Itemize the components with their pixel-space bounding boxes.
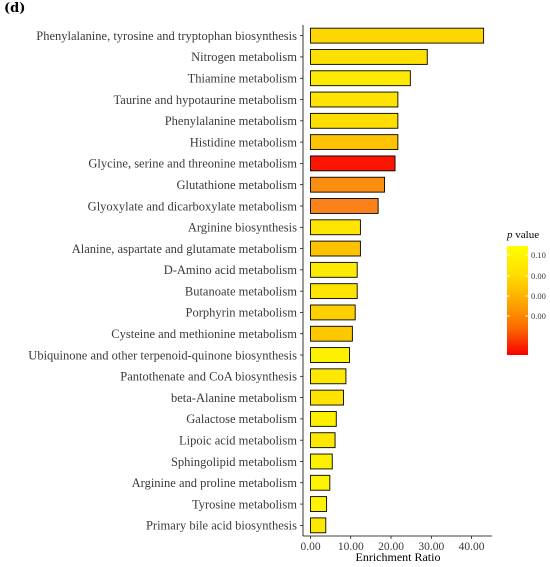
category-label: Thiamine metabolism (188, 72, 298, 86)
x-tick-label: 20.00 (378, 541, 404, 553)
bar-20 (310, 453, 333, 470)
bar-10 (310, 240, 361, 257)
bar-19 (310, 432, 336, 449)
bar-6 (310, 155, 396, 172)
category-label: Glutathione metabolism (177, 178, 298, 192)
bar-23 (310, 517, 327, 534)
category-label: Porphyrin metabolism (186, 306, 298, 320)
category-label: Arginine biosynthesis (188, 221, 297, 235)
category-label: Tyrosine metabolism (192, 497, 297, 511)
bar-12 (310, 283, 358, 300)
category-label: Sphingolipid metabolism (171, 455, 297, 469)
bar-5 (310, 134, 399, 150)
category-label: Histidine metabolism (190, 135, 298, 149)
category-label: Arginine and proline metabolism (132, 476, 298, 490)
x-ticks-group: 0.00 10.00 20.00 30.00 40.00 (300, 536, 485, 553)
category-label: Alanine, aspartate and glutamate metabol… (72, 242, 298, 256)
bar-21 (310, 474, 331, 491)
category-label: Taurine and hypotaurine metabolism (114, 93, 298, 107)
legend-ticks-group: 0.10 0.00 0.00 0.00 (507, 250, 546, 321)
category-label: Butanoate metabolism (185, 284, 297, 298)
legend-tick-label: 0.00 (531, 291, 546, 301)
x-axis-title: Enrichment Ratio (356, 550, 441, 564)
legend-colorbar (507, 246, 528, 355)
legend-tick-label: 0.00 (531, 271, 546, 281)
category-label: Glyoxylate and dicarboxylate metabolism (88, 199, 298, 213)
category-label: Lipoic acid metabolism (179, 433, 297, 447)
category-label: Cysteine and methionine metabolism (111, 327, 297, 341)
panel-label: (d) (4, 1, 26, 16)
category-label: Phenylalanine metabolism (165, 114, 298, 128)
category-label: Glycine, serine and threonine metabolism (88, 157, 297, 171)
bar-22 (310, 496, 328, 512)
legend-title: p value (506, 229, 539, 241)
legend-title-rest: value (513, 229, 540, 241)
category-label: Ubiquinone and other terpenoid-quinone b… (28, 348, 297, 362)
bar-13 (310, 304, 356, 321)
x-tick-label: 0.00 (300, 541, 320, 553)
bar-3 (310, 91, 399, 108)
bar-11 (310, 261, 358, 278)
category-label: D-Amino acid metabolism (164, 263, 298, 277)
x-tick-label: 30.00 (418, 541, 444, 553)
bar-16 (310, 368, 347, 385)
category-label: Primary bile acid biosynthesis (146, 519, 297, 533)
bar-18 (310, 410, 337, 427)
bar-15 (310, 347, 350, 363)
bar-14 (310, 325, 353, 342)
bar-4 (310, 112, 399, 129)
category-label: Galactose metabolism (186, 412, 297, 426)
bar-8 (310, 198, 379, 214)
legend: p value 0.10 0.00 0.00 0.00 (506, 229, 546, 355)
x-tick-label: 10.00 (338, 541, 364, 553)
bar-17 (310, 389, 344, 406)
category-label: beta-Alanine metabolism (171, 391, 297, 405)
x-tick-label: 40.00 (459, 541, 485, 553)
legend-tick-label: 0.10 (531, 250, 546, 260)
category-label: Nitrogen metabolism (191, 50, 297, 64)
bars-group (310, 27, 485, 534)
legend-title-p: p (506, 229, 513, 241)
bar-9 (310, 219, 361, 236)
bar-1 (310, 49, 428, 65)
category-labels-group: Phenylalanine, tyrosine and tryptophan b… (28, 29, 303, 533)
bar-0 (310, 27, 485, 44)
category-label: Pantothenate and CoA biosynthesis (120, 370, 297, 384)
legend-tick-label: 0.00 (531, 311, 546, 321)
bar-2 (310, 70, 411, 87)
category-label: Phenylalanine, tyrosine and tryptophan b… (36, 29, 297, 43)
bar-7 (310, 176, 386, 193)
